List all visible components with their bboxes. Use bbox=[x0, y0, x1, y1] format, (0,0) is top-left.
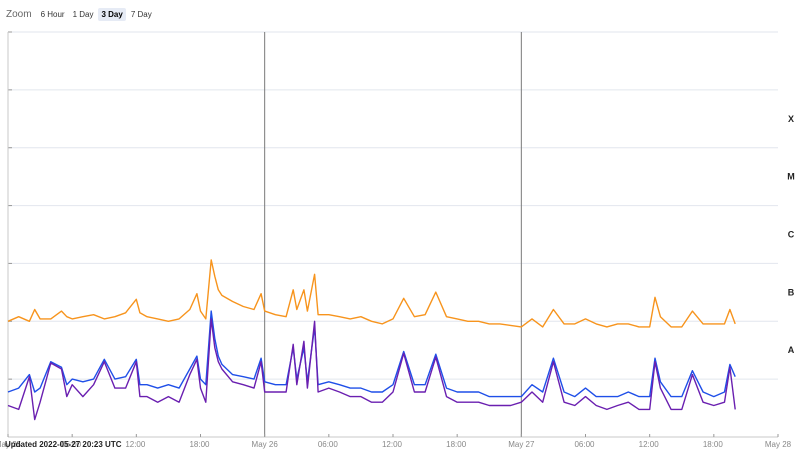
x-tick-label: May 25 bbox=[0, 440, 22, 449]
x-tick-label: 18:00 bbox=[703, 440, 724, 449]
zoom-bar: Zoom 6 Hour 1 Day 3 Day 7 Day bbox=[6, 5, 155, 23]
zoom-3-day-button[interactable]: 3 Day bbox=[98, 7, 126, 21]
x-tick-label: 18:00 bbox=[446, 440, 467, 449]
series-line bbox=[7, 310, 736, 398]
x-tick-label: 18:00 bbox=[189, 440, 210, 449]
class-label: A bbox=[788, 345, 795, 355]
class-label: X bbox=[788, 114, 794, 124]
zoom-6-hour-button[interactable]: 6 Hour bbox=[40, 9, 65, 19]
x-tick-label: 12:00 bbox=[382, 440, 403, 449]
x-tick-label: 06:00 bbox=[574, 440, 595, 449]
series-line bbox=[7, 259, 736, 328]
class-label: M bbox=[787, 172, 795, 182]
x-tick-label: 06:00 bbox=[318, 440, 339, 449]
series-line bbox=[7, 318, 736, 421]
zoom-label: Zoom bbox=[6, 8, 32, 20]
x-tick-label: 12:00 bbox=[639, 440, 660, 449]
class-label: C bbox=[788, 230, 795, 240]
x-tick-label: 06:00 bbox=[61, 440, 82, 449]
x-tick-label: May 26 bbox=[252, 440, 279, 449]
class-label: B bbox=[788, 287, 795, 297]
x-tick-label: May 27 bbox=[508, 440, 535, 449]
updated-timestamp: Updated 2022-05-27 20:23 UTC bbox=[5, 440, 122, 449]
zoom-1-day-button[interactable]: 1 Day bbox=[72, 9, 94, 19]
x-tick-label: 12:00 bbox=[125, 440, 146, 449]
zoom-7-day-button[interactable]: 7 Day bbox=[130, 9, 152, 19]
x-tick-label: May 28 bbox=[765, 440, 792, 449]
